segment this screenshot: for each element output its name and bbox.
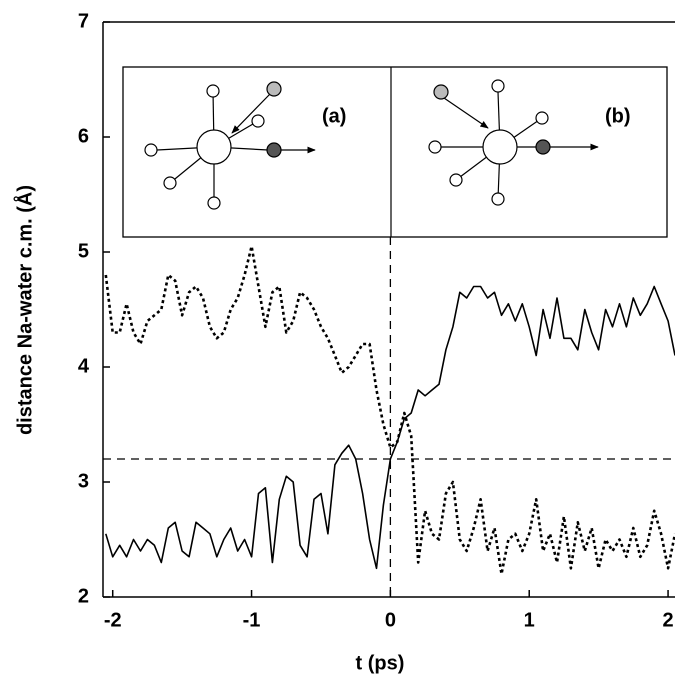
series-line — [105, 285, 675, 570]
x-tick-label: 0 — [385, 609, 396, 631]
y-tick-label: 4 — [78, 355, 90, 377]
x-tick-label: 1 — [524, 609, 535, 631]
y-tick-label: 2 — [78, 585, 89, 607]
y-tick-label: 7 — [78, 10, 89, 32]
series-line — [104, 245, 675, 576]
annotation: (b) — [605, 105, 631, 127]
inset — [122, 66, 668, 238]
annotation: (a) — [322, 105, 346, 127]
x-tick-label: 2 — [662, 609, 673, 631]
y-tick-label: 5 — [78, 240, 89, 262]
y-axis-label: distance Na-water c.m. (Å) — [12, 185, 36, 435]
x-tick-label: -1 — [243, 609, 261, 631]
x-tick-label: -2 — [104, 609, 122, 631]
y-tick-label: 3 — [78, 470, 89, 492]
y-tick-label: 6 — [78, 125, 89, 147]
x-axis-label: t (ps) — [356, 652, 405, 674]
